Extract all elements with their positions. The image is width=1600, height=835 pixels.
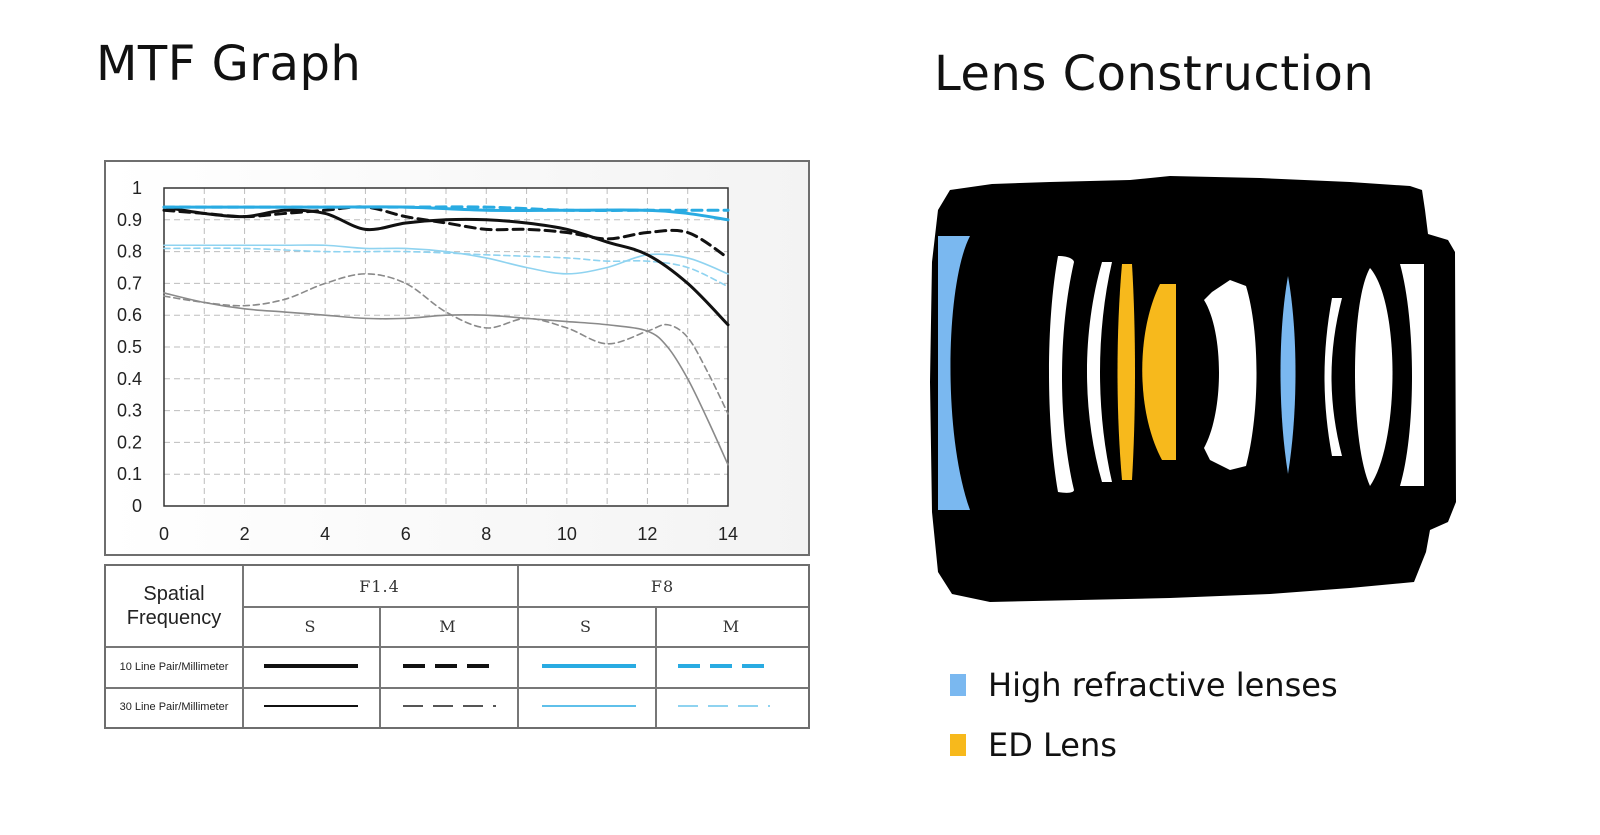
x-tick-label: 8 <box>481 524 491 544</box>
mtf-legend-table: Spatial Frequency F1.4 F8 S M S M 10 Lin… <box>104 564 810 729</box>
y-tick-label: 0.8 <box>117 242 142 262</box>
lens-element-5 <box>1324 298 1342 456</box>
x-tick-label: 10 <box>557 524 577 544</box>
x-tick-label: 0 <box>159 524 169 544</box>
row-label-10lp: 10 Line Pair/Millimeter <box>119 660 229 673</box>
series-line-f8-s-30 <box>163 244 729 275</box>
y-tick-label: 0.9 <box>117 210 142 230</box>
lens-element-6 <box>1355 268 1393 486</box>
ed-lens-element-1 <box>1117 264 1135 480</box>
x-tick-label: 2 <box>240 524 250 544</box>
y-tick-label: 0.6 <box>117 305 142 325</box>
lens-element-2 <box>1049 256 1074 493</box>
y-tick-label: 1 <box>132 178 142 198</box>
series-line-f14-m-30 <box>163 273 729 415</box>
legend-swatch-high-refractive <box>950 674 966 696</box>
column-header-f8-m: M <box>722 616 741 636</box>
x-tick-label: 14 <box>718 524 738 544</box>
mtf-graph-title: MTF Graph <box>96 36 362 92</box>
spatial-frequency-line2: Frequency <box>126 607 222 629</box>
series-line-f14-s-10 <box>162 205 730 327</box>
lens-construction-diagram <box>930 176 1456 602</box>
legend-label-high-refractive: High refractive lenses <box>988 666 1338 704</box>
y-tick-label: 0.3 <box>117 401 142 421</box>
group-header-f14: F1.4 <box>359 576 400 596</box>
column-header-f8-s: S <box>580 616 592 636</box>
legend-line-samples <box>264 664 770 707</box>
y-tick-label: 0.2 <box>117 432 142 452</box>
high-refractive-element-2 <box>1280 276 1296 474</box>
x-tick-label: 4 <box>320 524 330 544</box>
x-tick-label: 6 <box>401 524 411 544</box>
legend-high-refractive: High refractive lenses <box>950 666 1338 704</box>
mtf-chart-panel: 0 0.1 0.2 0.3 0.4 0.5 0.6 0.7 0.8 0.9 1 0 2 4 6 8 10 12 14 <box>104 160 810 556</box>
legend-ed-lens: ED Lens <box>950 726 1117 764</box>
lens-construction-title: Lens Construction <box>934 46 1375 102</box>
x-tick-label: 12 <box>637 524 657 544</box>
lens-element-7 <box>1400 264 1424 486</box>
lens-element-3 <box>1087 262 1112 482</box>
plot-frame <box>163 187 729 507</box>
column-header-f14-m: M <box>439 616 457 636</box>
legend-swatch-ed-lens <box>950 734 966 756</box>
legend-label-ed-lens: ED Lens <box>988 726 1117 764</box>
spatial-frequency-line1: Spatial <box>143 583 205 605</box>
spatial-frequency-header: Spatial Frequency <box>106 566 242 646</box>
y-tick-label: 0.1 <box>117 464 142 484</box>
y-tick-label: 0.7 <box>117 273 142 293</box>
y-tick-label: 0.5 <box>117 337 142 357</box>
column-header-f14-s: S <box>304 616 317 636</box>
ed-lens-element-2 <box>1142 284 1176 460</box>
row-label-30lp: 30 Line Pair/Millimeter <box>119 701 229 713</box>
series-line-f8-s-10 <box>162 205 730 222</box>
y-tick-label: 0.4 <box>117 369 142 389</box>
lens-element-4 <box>1204 280 1257 470</box>
mtf-chart: 00.10.20.30.40.50.60.70.80.910 2 4 6 8 10 12 14 <box>117 178 738 544</box>
high-refractive-element-1 <box>938 236 970 510</box>
series-line-f14-s-30 <box>163 292 729 466</box>
y-tick-label: 0 <box>132 496 142 516</box>
group-header-f8: F8 <box>650 576 675 596</box>
